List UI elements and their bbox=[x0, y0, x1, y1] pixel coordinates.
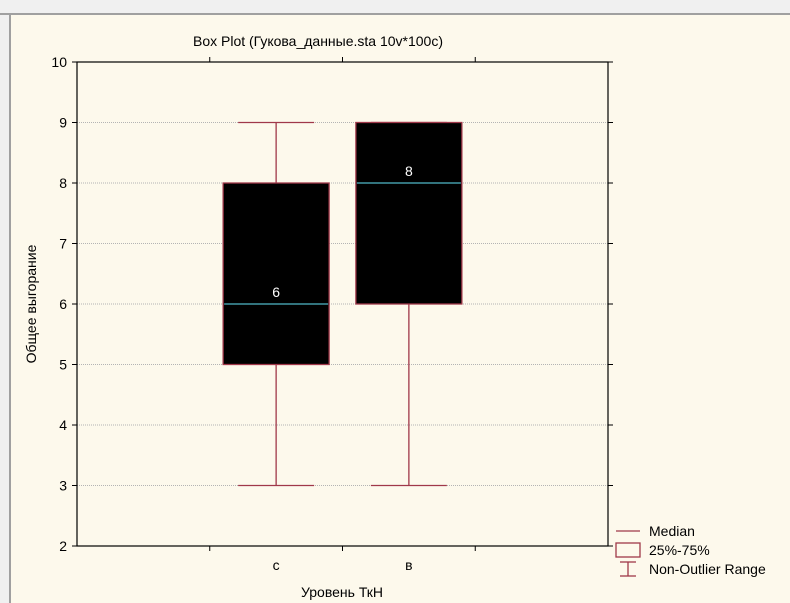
legend-box-swatch bbox=[615, 542, 641, 558]
legend-item-line: Median bbox=[616, 523, 695, 539]
x-tick-label: в bbox=[405, 557, 412, 573]
legend-label: Non-Outlier Range bbox=[649, 561, 766, 577]
legend-item-whisker: Non-Outlier Range bbox=[620, 561, 766, 577]
legend: Median 25%-75% Non-Outlier Range bbox=[615, 523, 766, 577]
y-tick-label: 10 bbox=[51, 54, 67, 70]
y-tick-label: 4 bbox=[59, 417, 67, 433]
legend-item-box: 25%-75% bbox=[615, 542, 710, 558]
y-tick-label: 2 bbox=[59, 538, 67, 554]
y-axis-label: Общее выгорание bbox=[23, 244, 39, 363]
y-tick-label: 3 bbox=[59, 478, 67, 494]
y-tick-label: 5 bbox=[59, 357, 67, 373]
y-tick-label: 7 bbox=[59, 236, 67, 252]
y-tick-label: 6 bbox=[59, 296, 67, 312]
window-left-border bbox=[0, 14, 10, 603]
box-2: 8 bbox=[355, 121, 463, 487]
x-tick-label: с bbox=[273, 557, 280, 573]
x-axis-label: Уровень ТкН bbox=[301, 584, 383, 600]
iqr-box bbox=[222, 182, 330, 366]
grid-lines bbox=[77, 122, 608, 486]
window-top-border bbox=[0, 0, 790, 14]
boxes: 68 bbox=[222, 121, 463, 487]
y-axis: 2 3 4 5 6 7 8 9 10 bbox=[51, 54, 613, 554]
iqr-box bbox=[355, 121, 463, 305]
legend-label: 25%-75% bbox=[649, 542, 710, 558]
y-tick-label: 8 bbox=[59, 175, 67, 191]
median-label: 8 bbox=[405, 163, 413, 179]
legend-label: Median bbox=[649, 523, 695, 539]
chart-title: Box Plot (Гукова_данные.sta 10v*100c) bbox=[193, 33, 443, 49]
box-1: 6 bbox=[222, 121, 330, 487]
y-tick-label: 9 bbox=[59, 115, 67, 131]
median-label: 6 bbox=[272, 284, 280, 300]
